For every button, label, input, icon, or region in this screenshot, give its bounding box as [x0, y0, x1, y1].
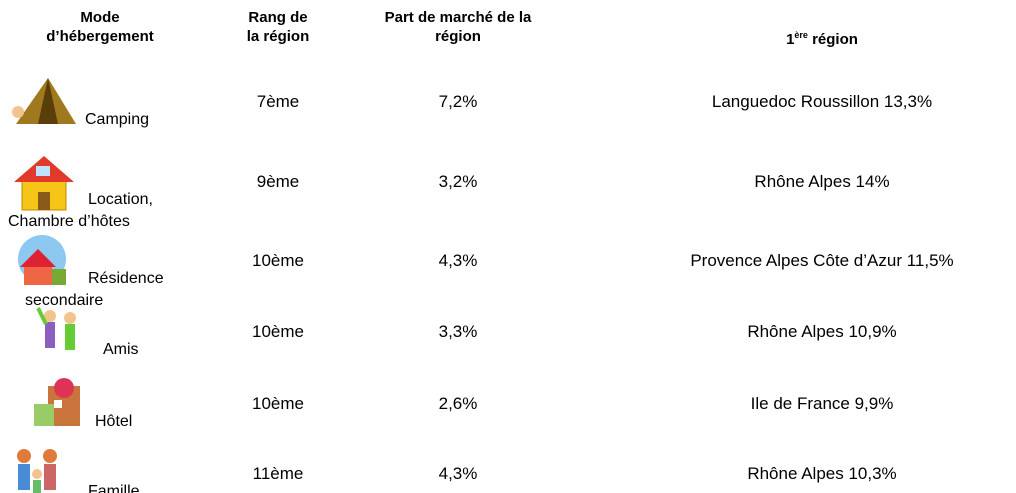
cell-region: Rhône Alpes 14% — [754, 172, 890, 191]
column-header: Rang de la région — [168, 8, 388, 46]
header-line: Part de marché de la — [348, 8, 568, 27]
cell-region: Rhône Alpes 10,3% — [747, 464, 897, 483]
icon — [17, 449, 57, 493]
mode-label: Camping — [85, 111, 150, 128]
column-header: 1ère région — [712, 26, 932, 49]
header-line: Rang de — [168, 8, 388, 27]
cell-rang: 7ème — [256, 92, 300, 111]
header-line: d’hébergement — [0, 27, 210, 46]
cell-part: 3,2% — [438, 172, 478, 191]
column-header: Part de marché de la région — [348, 8, 568, 46]
icon — [36, 307, 76, 350]
cell-rang: 10ème — [252, 322, 304, 341]
icon — [12, 78, 76, 124]
mode-label: Résidence — [88, 270, 164, 287]
header-line: Mode — [0, 8, 210, 27]
cell-region: Provence Alpes Côte d’Azur 11,5% — [690, 251, 954, 270]
cell-rang: 11ème — [252, 464, 304, 483]
icon — [18, 235, 66, 285]
cell-part: 4,3% — [438, 251, 478, 270]
cell-rang: 10ème — [252, 251, 304, 270]
mode-label: Famille — [88, 483, 140, 493]
icon — [34, 378, 80, 426]
cell-rang: 9ème — [256, 172, 300, 191]
mode-label: Location, — [88, 191, 153, 208]
cell-region: Rhône Alpes 10,9% — [747, 322, 897, 341]
mode-label: Hôtel — [95, 413, 133, 430]
cell-rang: 10ème — [252, 394, 304, 413]
cell-part: 3,3% — [438, 322, 478, 341]
header-line: 1ère région — [712, 26, 932, 49]
cell-part: 4,3% — [438, 464, 478, 483]
header-line: la région — [168, 27, 388, 46]
header-text: région — [435, 28, 481, 45]
header-text: la région — [246, 28, 310, 45]
header-sup: ère — [794, 30, 808, 40]
header-text: région — [807, 31, 858, 48]
icon — [14, 156, 74, 211]
header-text: Part de marché de la — [384, 9, 532, 26]
header-text: Mode — [80, 9, 120, 26]
cell-region: Languedoc Roussillon 13,3% — [711, 92, 933, 111]
header-line: région — [348, 27, 568, 46]
header-text: Rang de — [248, 9, 308, 26]
mode-label: Amis — [103, 341, 139, 358]
header-text: 1 — [786, 31, 795, 48]
mode-label: Chambre d’hôtes — [8, 213, 130, 230]
header-text: d’hébergement — [46, 28, 154, 45]
cell-part: 7,2% — [438, 92, 478, 111]
cell-part: 2,6% — [438, 394, 478, 413]
cell-region: Ile de France 9,9% — [750, 394, 894, 413]
mode-label: secondaire — [25, 292, 104, 309]
column-header: Mode d’hébergement — [0, 8, 210, 46]
